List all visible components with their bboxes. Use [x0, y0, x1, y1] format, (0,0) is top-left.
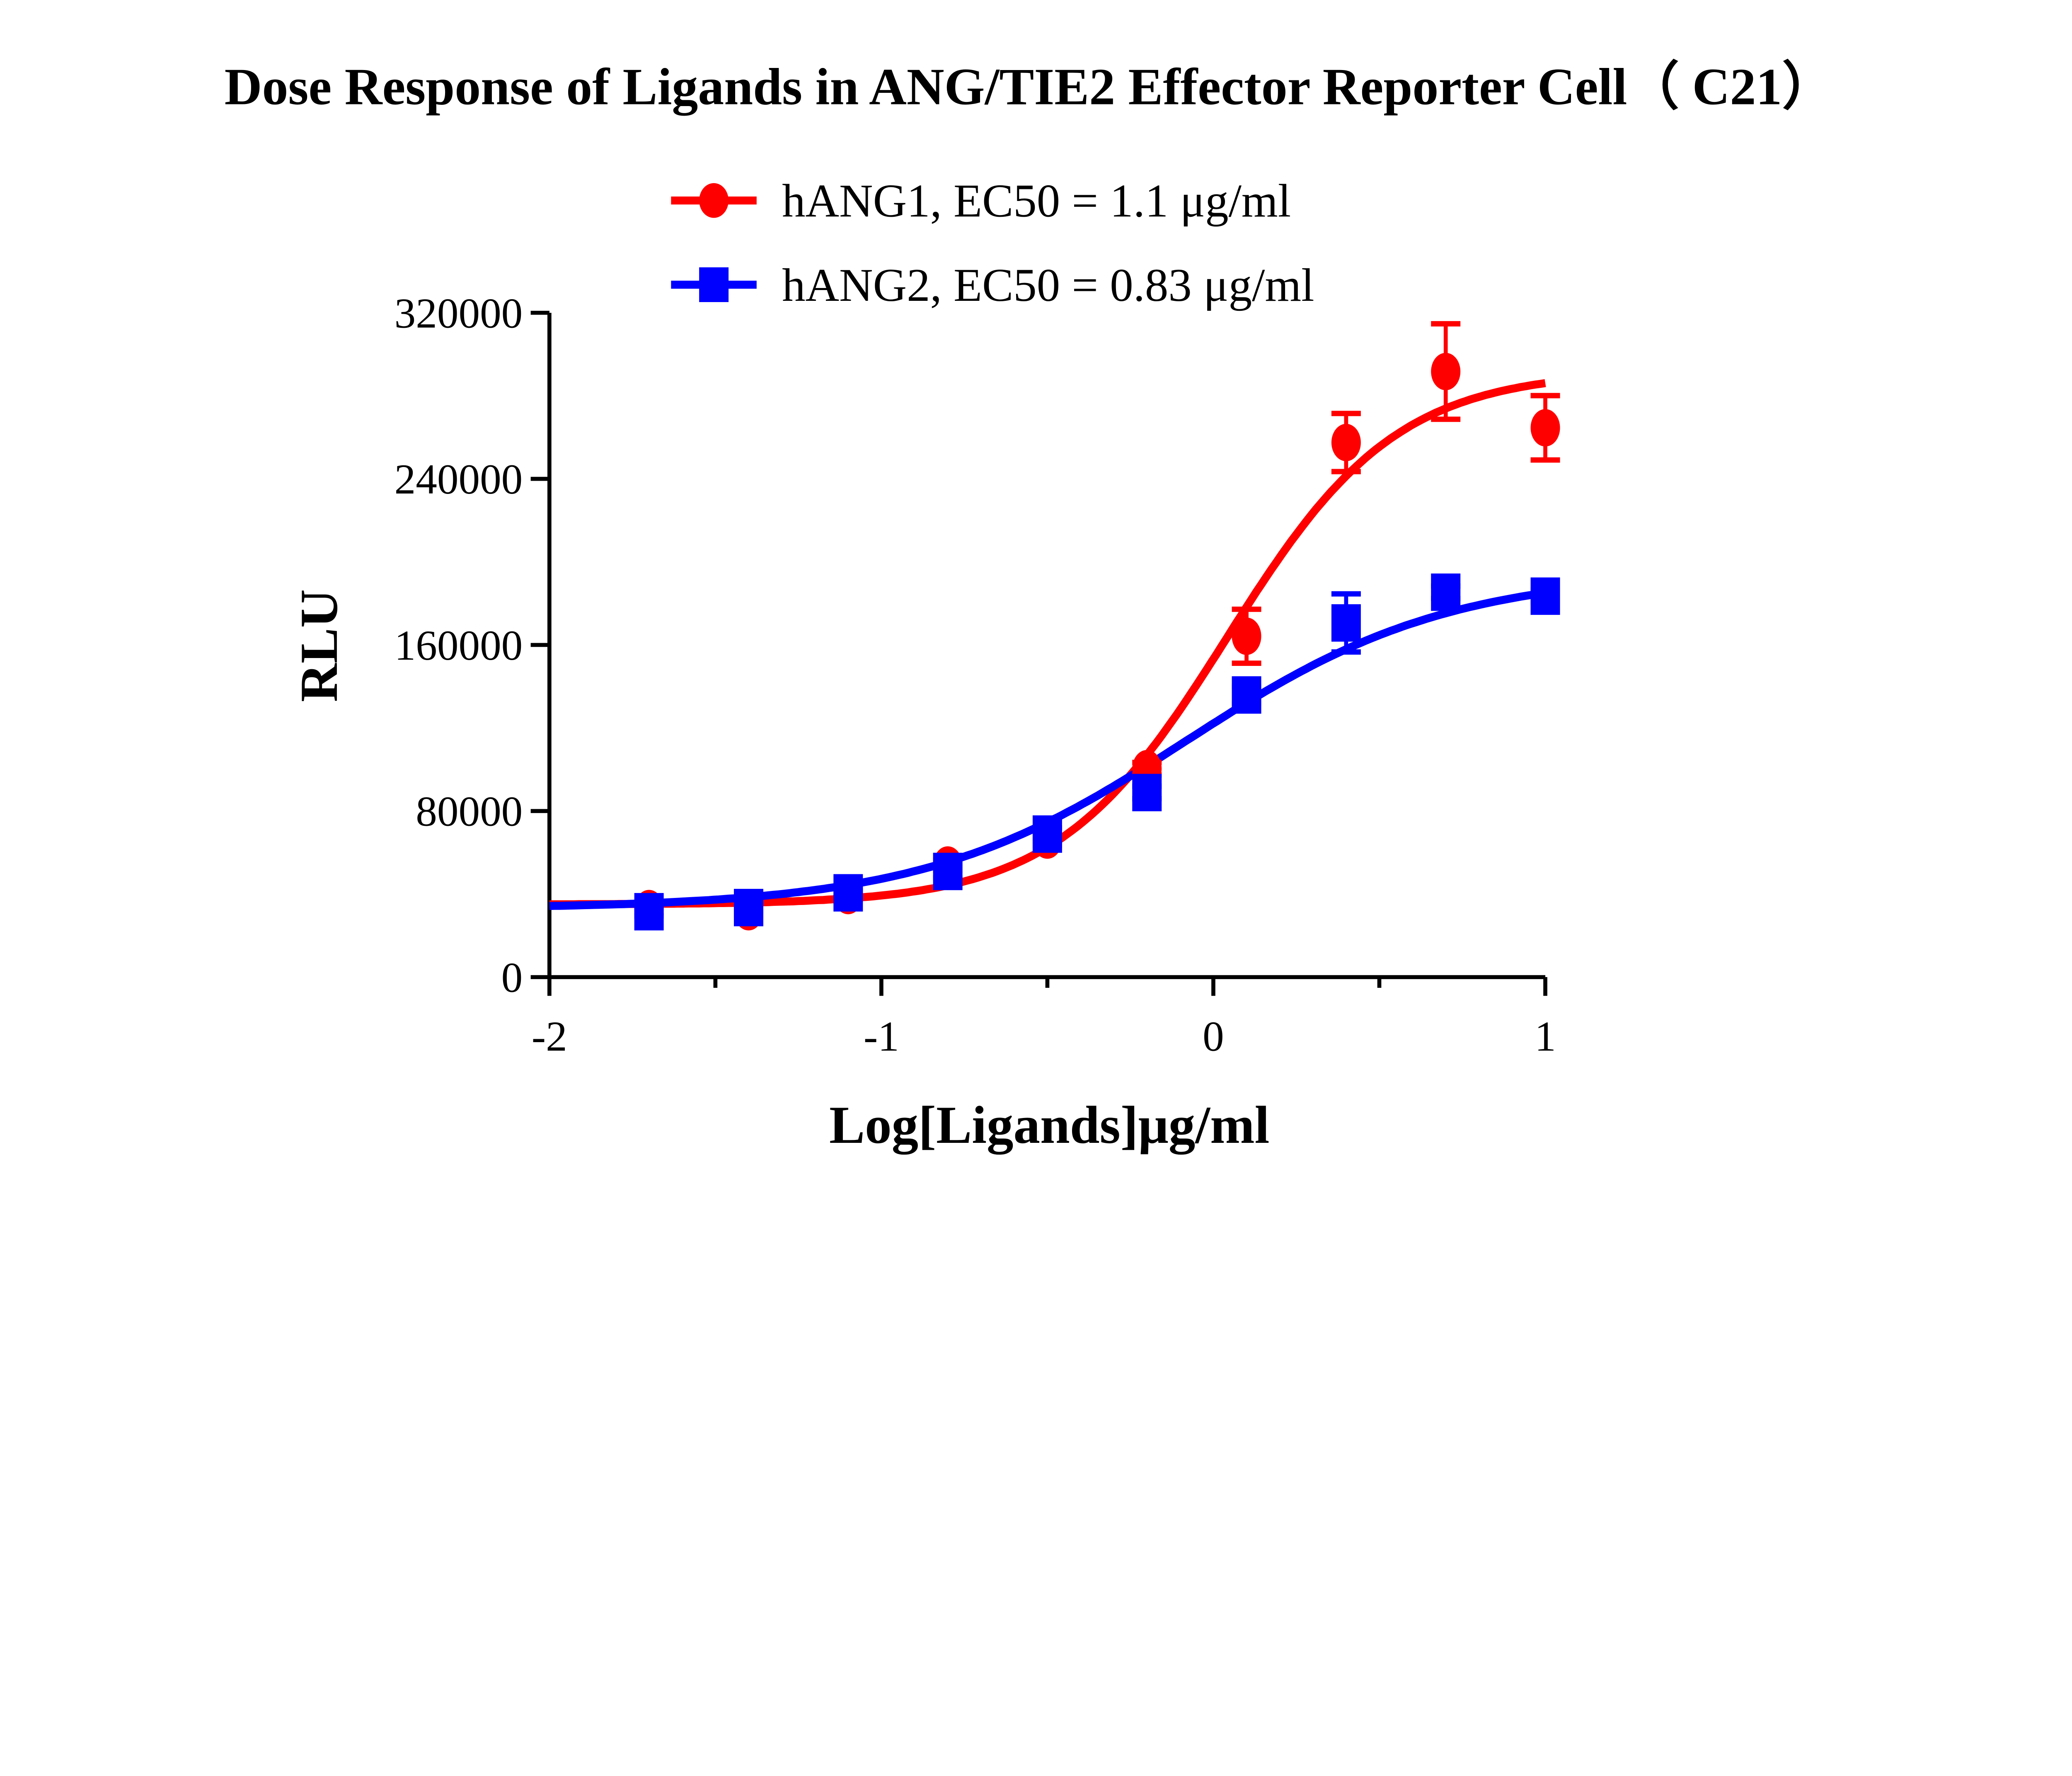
y-tick-label: 320000 [395, 290, 523, 337]
plot-area [549, 321, 1560, 931]
legend: hANG1, EC50 = 1.1 μg/ml hANG2, EC50 = 0.8… [671, 175, 1314, 311]
dose-response-chart: Dose Response of Ligands in ANG/TIE2 Eff… [225, 58, 1834, 1155]
x-tick-label: 0 [1203, 1013, 1224, 1060]
data-point-square [1530, 577, 1560, 615]
data-point-square [1032, 815, 1062, 853]
data-point-square [1132, 774, 1162, 811]
data-point-circle [1331, 423, 1361, 462]
data-point-square [733, 889, 763, 927]
legend-label-1: hANG1, EC50 = 1.1 μg/ml [782, 175, 1291, 227]
data-point-square [833, 874, 863, 912]
data-point-circle [1530, 409, 1560, 447]
axes: 0 80000 160000 240000 320000 -2 -1 0 1 [395, 290, 1556, 1060]
data-point-square [1431, 573, 1461, 611]
y-tick-label: 160000 [395, 622, 523, 669]
y-axis-label: RLU [289, 589, 349, 702]
legend-label-2: hANG2, EC50 = 0.83 μg/ml [782, 259, 1314, 311]
legend-marker-circle [699, 183, 729, 218]
data-point-circle [1232, 617, 1261, 655]
data-point-square [1232, 676, 1261, 714]
x-axis-label: Log[Ligands]μg/ml [829, 1095, 1269, 1155]
data-point-square [634, 893, 664, 931]
data-point-square [1331, 604, 1361, 642]
x-tick-label: -1 [864, 1013, 899, 1060]
y-tick-label: 80000 [416, 788, 523, 835]
y-tick-label: 0 [501, 954, 523, 1002]
legend-marker-square [699, 267, 729, 302]
data-point-square [933, 852, 963, 890]
y-tick-label: 240000 [395, 456, 523, 503]
data-point-circle [1431, 353, 1461, 390]
chart-title: Dose Response of Ligands in ANG/TIE2 Eff… [225, 58, 1834, 116]
x-tick-label: -2 [532, 1013, 567, 1060]
x-tick-label: 1 [1535, 1013, 1556, 1060]
fit-curve-2 [549, 589, 1546, 910]
